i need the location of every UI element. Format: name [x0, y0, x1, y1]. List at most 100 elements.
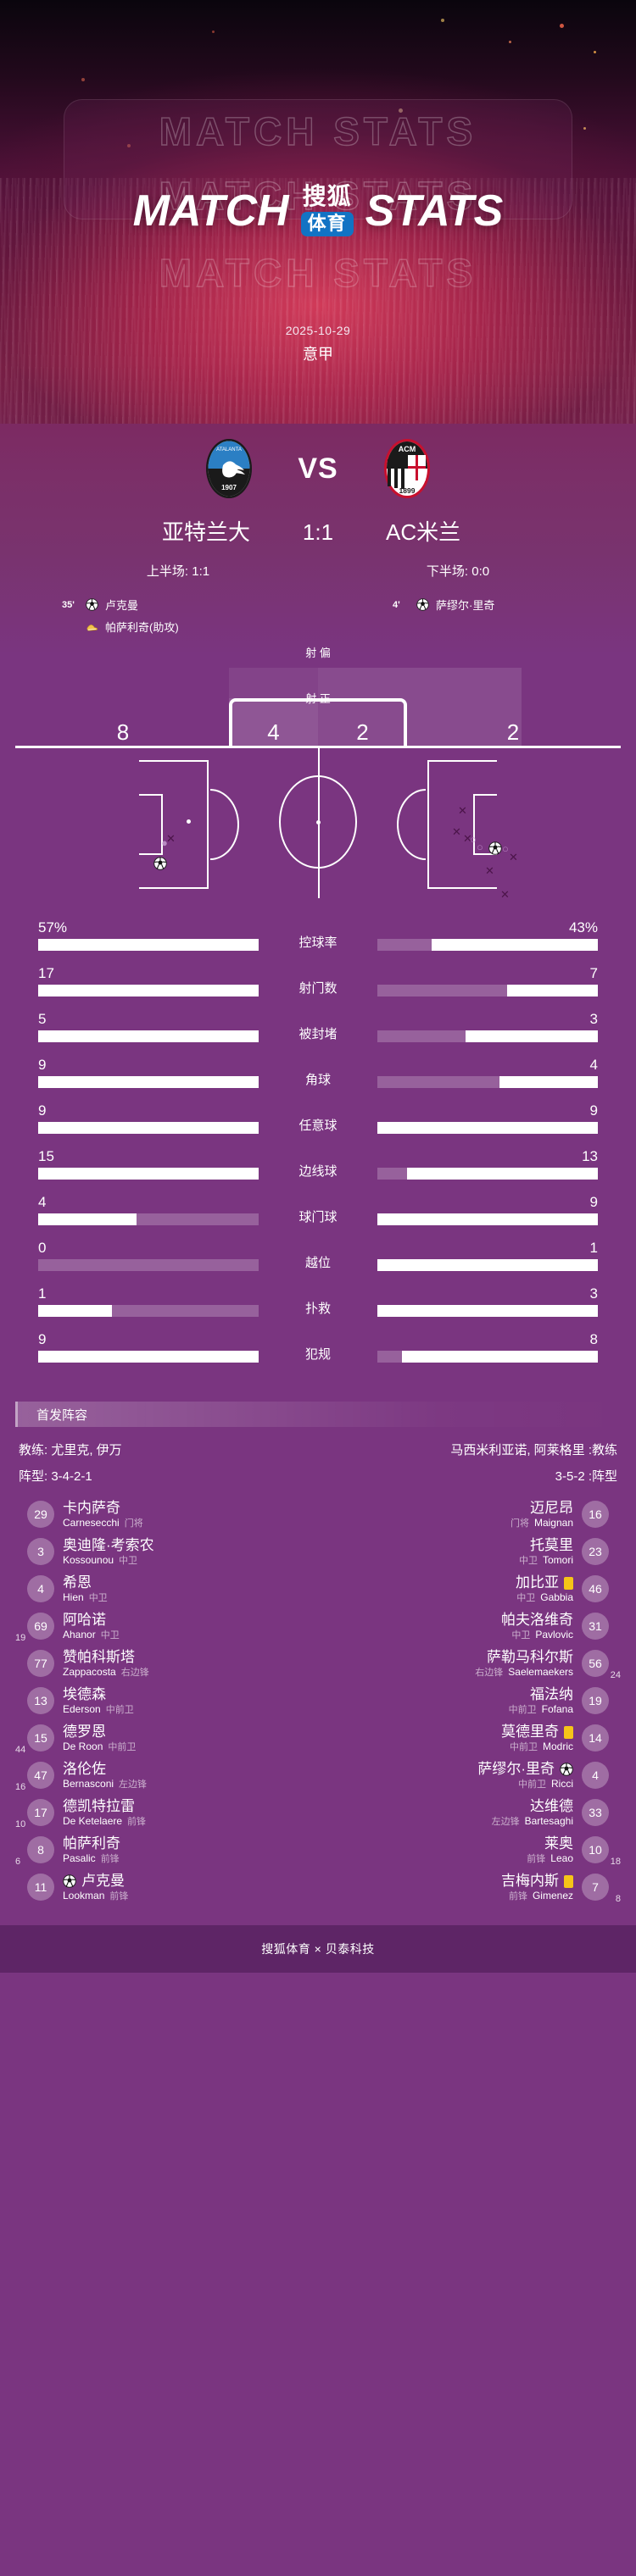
home-stat-side: 9 — [38, 1058, 259, 1088]
home-stat-side: 57% — [38, 920, 259, 951]
away-stat-side: 3 — [377, 1286, 598, 1317]
player-subline: Ederson 中前卫 — [63, 1703, 294, 1717]
player-row[interactable]: 33 达维德 Bartesaghi 左边锋 — [318, 1795, 636, 1832]
home-stat-track — [38, 1122, 259, 1134]
player-name-cn: 阿哈诺 — [63, 1612, 106, 1629]
player-row[interactable]: 56 24 萨勒马科尔斯 Saelemaekers 右边锋 — [318, 1646, 636, 1683]
stat-label: 射门数 — [298, 981, 338, 996]
player-name-cn: 赞帕科斯塔 — [63, 1649, 135, 1666]
player-name-en: Gabbia — [540, 1591, 573, 1603]
player-row[interactable]: 31 帕夫洛维奇 Pavlovic 中卫 — [318, 1608, 636, 1646]
player-name-cn: 奥迪隆·考索农 — [63, 1537, 154, 1554]
player-row[interactable]: 7 8 吉梅内斯 Gimenez 前锋 — [318, 1869, 636, 1907]
away-stat-value: 3 — [589, 1011, 598, 1027]
player-subline: Bartesaghi 左边锋 — [342, 1815, 573, 1829]
player-number-wrap: 69 19 — [15, 1613, 54, 1643]
home-stat-track — [38, 1213, 259, 1225]
player-subline: Pavlovic 中卫 — [342, 1629, 573, 1642]
player-name-en: Modric — [542, 1740, 573, 1752]
player-name-cn: 洛伦佐 — [63, 1761, 106, 1778]
away-stat-side: 7 — [377, 966, 598, 997]
home-stat-fill — [38, 1351, 259, 1363]
player-row[interactable]: 16 迈尼昂 Maignan 门将 — [318, 1496, 636, 1534]
player-row[interactable]: 4 希恩 Hien 中卫 — [0, 1571, 318, 1608]
away-stat-track — [377, 1213, 598, 1225]
home-penalty-area — [139, 760, 209, 889]
player-subline: Pasalic 前锋 — [63, 1852, 294, 1866]
substitute-number: 44 — [15, 1745, 26, 1755]
player-position: 前锋 — [527, 1853, 546, 1864]
player-row[interactable]: 3 奥迪隆·考索农 Kossounou 中卫 — [0, 1534, 318, 1571]
away-stat-fill — [431, 939, 598, 951]
player-name-en: De Ketelaere — [63, 1814, 123, 1827]
player-position: 中卫 — [518, 1555, 538, 1566]
home-stat-value: 5 — [38, 1011, 47, 1027]
player-name-line: 奥迪隆·考索农 — [63, 1537, 294, 1554]
home-stat-fill — [38, 1030, 259, 1042]
player-row[interactable]: 47 16 洛伦佐 Bernasconi 左边锋 — [0, 1757, 318, 1795]
player-row[interactable]: 17 10 德凯特拉雷 De Ketelaere 前锋 — [0, 1795, 318, 1832]
player-row[interactable]: 13 埃德森 Ederson 中前卫 — [0, 1683, 318, 1720]
player-name-line: 达维德 — [342, 1798, 573, 1815]
player-row[interactable]: 77 赞帕科斯塔 Zappacosta 右边锋 — [0, 1646, 318, 1683]
stat-row: 0 越位 1 — [0, 1241, 636, 1271]
player-name-en: Saelemaekers — [508, 1665, 573, 1678]
player-row[interactable]: 14 莫德里奇 Modric 中前卫 — [318, 1720, 636, 1757]
player-info: 萨缪尔·里奇 Ricci 中前卫 — [333, 1761, 582, 1790]
player-position: 中前卫 — [518, 1779, 546, 1790]
player-info: 托莫里 Tomori 中卫 — [333, 1537, 582, 1567]
player-name-en: Ederson — [63, 1702, 101, 1715]
away-stat-track — [377, 1122, 598, 1134]
away-stat-side: 43% — [377, 920, 598, 951]
player-name-cn: 吉梅内斯 — [501, 1873, 559, 1890]
player-name-line: 莱奥 — [342, 1835, 573, 1852]
player-number-wrap: 17 10 — [15, 1799, 54, 1829]
player-name-cn: 福法纳 — [530, 1686, 573, 1703]
player-row[interactable]: 46 加比亚 Gabbia 中卫 — [318, 1571, 636, 1608]
substitute-number: 24 — [610, 1670, 621, 1680]
shot-marker-x: ✕ — [500, 888, 510, 901]
assist-player-name: 帕萨利奇(助攻) — [105, 621, 179, 634]
player-number: 47 — [27, 1762, 54, 1789]
player-info: 埃德森 Ederson 中前卫 — [54, 1686, 303, 1716]
player-subline: Hien 中卫 — [63, 1591, 294, 1605]
home-shots-off-target: 8 — [116, 719, 130, 745]
player-number-wrap: 47 16 — [15, 1762, 54, 1792]
player-name-line: 帕萨利奇 — [63, 1835, 294, 1852]
svg-text:ACM: ACM — [398, 445, 416, 453]
player-row[interactable]: 23 托莫里 Tomori 中卫 — [318, 1534, 636, 1571]
player-name-cn: 迈尼昂 — [530, 1500, 573, 1517]
player-row[interactable]: 4 萨缪尔·里奇 Ricci 中前卫 — [318, 1757, 636, 1795]
player-row[interactable]: 29 卡内萨奇 Carnesecchi 门将 — [0, 1496, 318, 1534]
player-name-en: De Roon — [63, 1740, 103, 1752]
away-stat-value: 1 — [589, 1240, 598, 1256]
player-position: 前锋 — [508, 1890, 527, 1901]
away-coach: 马西米利亚诺, 阿莱格里 :教练 — [450, 1443, 617, 1457]
away-stat-track — [377, 1168, 598, 1180]
player-row[interactable]: 11 卢克曼 Lookman 前锋 — [0, 1869, 318, 1907]
home-coach: 教练: 尤里克, 伊万 — [19, 1443, 122, 1457]
player-row[interactable]: 10 18 莱奥 Leao 前锋 — [318, 1832, 636, 1869]
substitute-number: 10 — [15, 1819, 26, 1829]
event-minute: 4' — [393, 599, 400, 610]
player-row[interactable]: 19 福法纳 Fofana 中前卫 — [318, 1683, 636, 1720]
player-position: 中卫 — [88, 1592, 108, 1603]
player-row[interactable]: 15 44 德罗恩 De Roon 中前卫 — [0, 1720, 318, 1757]
home-stat-value: 1 — [38, 1285, 47, 1302]
match-stats-page: MATCH STATS MATCH STATS MATCH STATS MATC… — [0, 0, 636, 1973]
match-score: 1:1 — [302, 519, 334, 545]
assist-boot-icon — [86, 620, 98, 633]
player-subline: Tomori 中卫 — [342, 1554, 573, 1568]
player-row[interactable]: 69 19 阿哈诺 Ahanor 中卫 — [0, 1608, 318, 1646]
player-subline: De Ketelaere 前锋 — [63, 1815, 294, 1829]
player-position: 中前卫 — [508, 1704, 537, 1715]
player-info: 赞帕科斯塔 Zappacosta 右边锋 — [54, 1649, 303, 1679]
player-info: 洛伦佐 Bernasconi 左边锋 — [54, 1761, 303, 1790]
center-spot — [316, 820, 321, 824]
player-info: 吉梅内斯 Gimenez 前锋 — [333, 1873, 582, 1902]
player-number-wrap: 33 — [582, 1799, 621, 1828]
player-name-line: 萨勒马科尔斯 — [342, 1649, 573, 1666]
player-number-wrap: 23 — [582, 1538, 621, 1567]
player-row[interactable]: 8 6 帕萨利奇 Pasalic 前锋 — [0, 1832, 318, 1869]
